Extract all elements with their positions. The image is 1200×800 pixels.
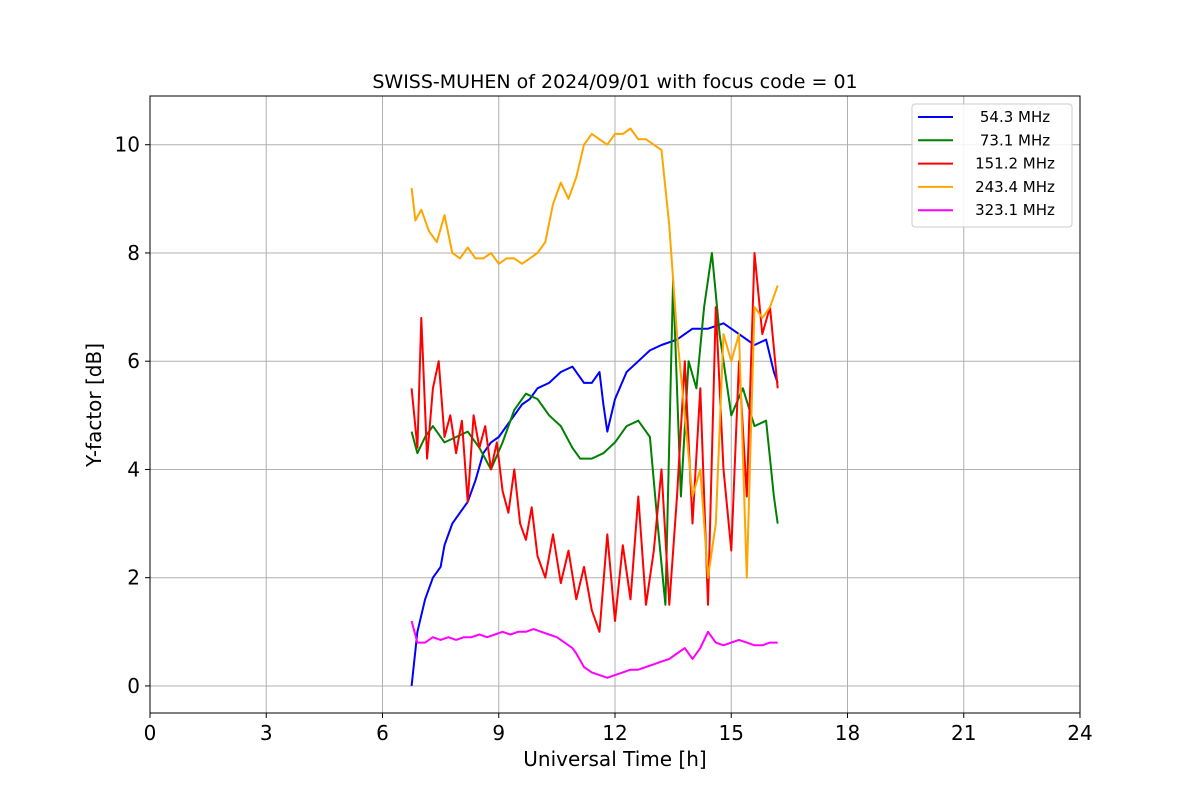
x-tick-label: 3 bbox=[260, 721, 273, 745]
legend-label: 323.1 MHz bbox=[975, 201, 1055, 219]
x-tick-label: 12 bbox=[602, 721, 627, 745]
y-tick-label: 10 bbox=[115, 133, 140, 157]
legend-label: 243.4 MHz bbox=[975, 178, 1055, 196]
legend-label: 54.3 MHz bbox=[980, 108, 1050, 126]
y-axis-label: Y-factor [dB] bbox=[82, 343, 106, 468]
x-tick-label: 21 bbox=[951, 721, 976, 745]
series-line-3 bbox=[410, 252, 779, 633]
y-tick-label: 6 bbox=[127, 349, 140, 373]
x-tick-label: 24 bbox=[1067, 721, 1092, 745]
series-line-2 bbox=[410, 252, 779, 606]
x-tick-label: 15 bbox=[719, 721, 744, 745]
x-tick-label: 9 bbox=[492, 721, 505, 745]
x-tick-label: 18 bbox=[835, 721, 860, 745]
chart-title: SWISS-MUHEN of 2024/09/01 with focus cod… bbox=[372, 71, 857, 93]
series-line-1 bbox=[410, 322, 779, 687]
x-axis-label: Universal Time [h] bbox=[523, 747, 706, 771]
y-tick-label: 8 bbox=[127, 241, 140, 265]
y-tick-label: 4 bbox=[127, 457, 140, 481]
y-axis: 0 2 4 6 8 10 bbox=[115, 133, 150, 698]
x-tick-label: 6 bbox=[376, 721, 389, 745]
y-tick-label: 0 bbox=[127, 674, 140, 698]
legend-label: 151.2 MHz bbox=[975, 155, 1055, 173]
series-layer bbox=[410, 127, 779, 687]
legend-label: 73.1 MHz bbox=[980, 131, 1050, 149]
series-line-4 bbox=[410, 127, 779, 579]
legend: 54.3 MHz 73.1 MHz 151.2 MHz 243.4 MHz 323.1 … bbox=[911, 103, 1073, 228]
legend-box bbox=[911, 103, 1073, 228]
y-tick-label: 2 bbox=[127, 566, 140, 590]
x-tick-label: 0 bbox=[144, 721, 157, 745]
series-line-5 bbox=[410, 620, 778, 679]
x-axis: 0 3 6 9 12 15 18 21 24 bbox=[144, 713, 1093, 745]
